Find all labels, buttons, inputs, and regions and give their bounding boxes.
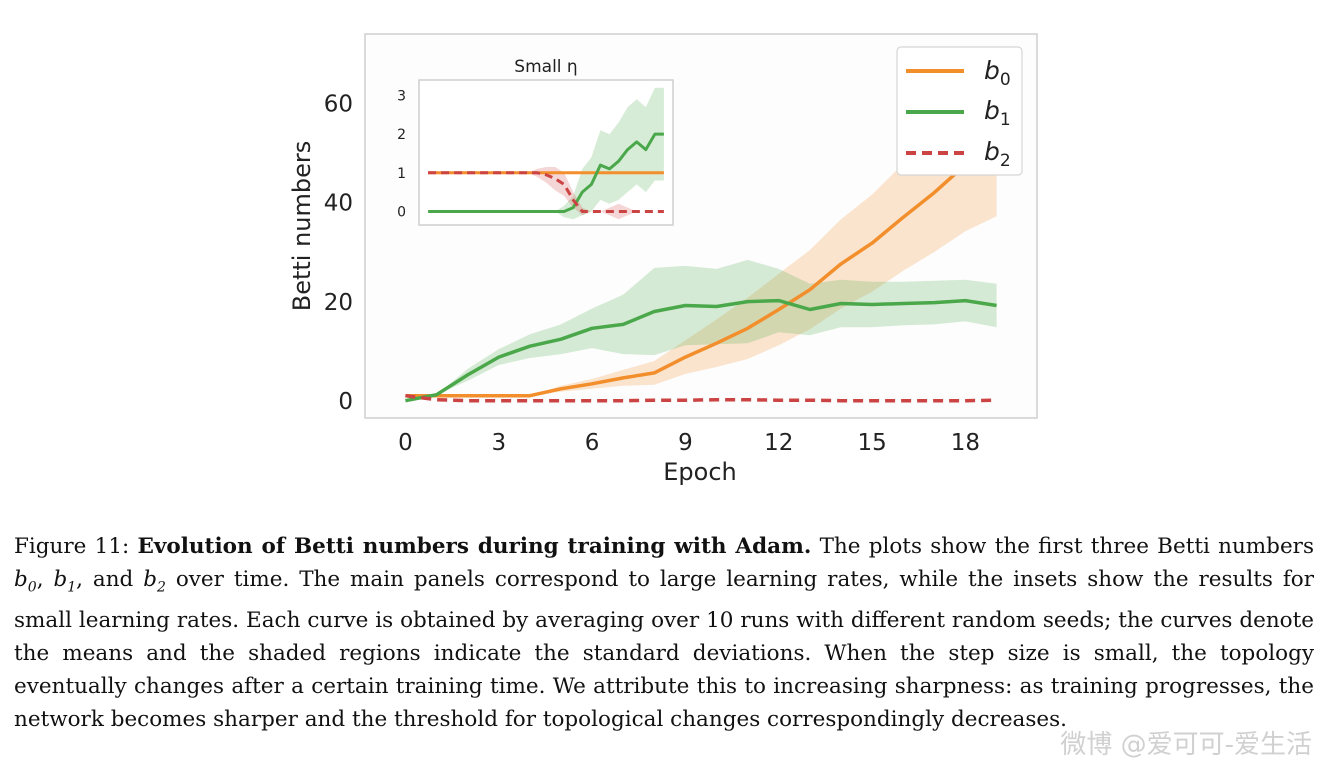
inset-series-lines xyxy=(428,132,664,213)
inset-y-tick: 2 xyxy=(397,127,406,143)
watermark: 微博 @爱可可-爱生活 xyxy=(1060,730,1312,760)
main-x-tick: 3 xyxy=(491,430,506,456)
betti-figure: 0 3 6 9 12 15 18 0 20 40 60 Epoch Betti numbers 0… xyxy=(288,33,1038,486)
caption-sep-2: , and xyxy=(76,567,144,592)
main-x-tick: 6 xyxy=(585,430,600,456)
main-line-b2 xyxy=(405,393,997,403)
figure-caption: Figure 11: Evolution of Betti numbers du… xyxy=(14,530,1314,736)
main-y-tick: 20 xyxy=(324,290,353,316)
caption-body-2: over time. The main panels correspond to… xyxy=(14,567,1315,733)
main-x-tick: 18 xyxy=(951,430,980,456)
main-band-b1 xyxy=(405,259,997,401)
inset-y-tick: 1 xyxy=(397,166,406,182)
main-std-bands xyxy=(405,53,997,401)
inset-std-bands xyxy=(428,87,664,220)
inset-y-tick: 3 xyxy=(397,89,406,105)
main-y-tick: 60 xyxy=(324,92,353,118)
legend-b0-label: b0 xyxy=(984,56,1011,90)
inset-band-b2 xyxy=(428,167,664,220)
caption-title: Evolution of Betti numbers during traini… xyxy=(137,534,812,559)
legend-b2-label: b2 xyxy=(984,137,1011,171)
caption-var-b1: b1 xyxy=(53,567,77,596)
main-x-tick: 15 xyxy=(857,430,886,456)
main-y-tick: 40 xyxy=(324,191,353,217)
main-x-tick: 12 xyxy=(764,430,793,456)
main-y-tick: 0 xyxy=(338,389,353,415)
inset-y-tick: 0 xyxy=(397,205,406,221)
inset-y-tick-labels: 0 1 2 3 xyxy=(397,89,406,221)
caption-var-b0: b0 xyxy=(14,567,37,596)
main-x-tick: 0 xyxy=(398,430,413,456)
main-series-lines xyxy=(405,133,998,403)
legend-b1-label: b1 xyxy=(984,96,1011,130)
main-y-tick-labels: 0 20 40 60 xyxy=(324,92,353,415)
main-line-b1 xyxy=(405,298,997,403)
x-axis-label: Epoch xyxy=(663,458,737,486)
inset-plot-frame xyxy=(418,79,674,226)
inset-line-b1 xyxy=(428,132,664,213)
legend: b0 b1 b2 xyxy=(896,46,1023,176)
caption-label: Figure 11: xyxy=(14,534,130,559)
y-axis-label: Betti numbers xyxy=(288,141,316,312)
caption-var-b2: b2 xyxy=(143,567,166,596)
inset-band-b1 xyxy=(428,87,664,220)
main-x-tick: 9 xyxy=(678,430,693,456)
caption-body-1: The plots show the first three Betti num… xyxy=(819,534,1314,559)
inset-title: Small η xyxy=(514,57,577,77)
main-band-b0 xyxy=(405,53,997,396)
main-x-tick-labels: 0 3 6 9 12 15 18 xyxy=(398,430,980,456)
inset-line-b2 xyxy=(428,171,664,213)
caption-sep-1: , xyxy=(36,567,54,592)
main-line-b0 xyxy=(405,133,998,398)
